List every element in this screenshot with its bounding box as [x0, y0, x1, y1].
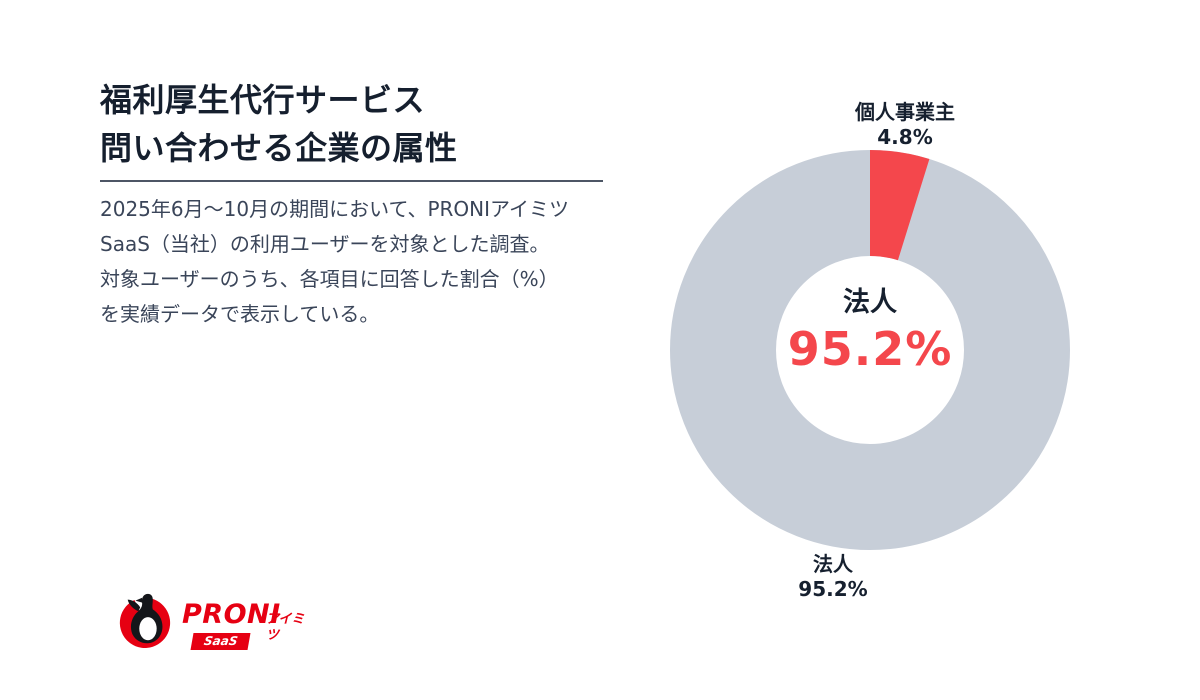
label-corporation: 法人 95.2% — [733, 552, 933, 602]
label-sole-proprietor-value: 4.8% — [877, 125, 933, 149]
label-corporation-category: 法人 — [813, 552, 853, 576]
label-sole-proprietor: 個人事業主 4.8% — [805, 100, 1005, 150]
label-sole-proprietor-category: 個人事業主 — [855, 100, 955, 124]
page-title: 福利厚生代行サービス 問い合わせる企業の属性 — [100, 76, 458, 172]
proni-logo-subtext: アイミツ — [266, 612, 305, 643]
proni-logo-saas-badge: SaaS — [190, 633, 251, 650]
donut-slice-個人事業主 — [670, 150, 1070, 550]
page-title-line2: 問い合わせる企業の属性 — [100, 129, 458, 167]
survey-description: 2025年6月〜10月の期間において、PRONIアイミツ SaaS（当社）の利用… — [100, 192, 620, 332]
proni-penguin-icon — [119, 593, 171, 648]
page-title-line1: 福利厚生代行サービス — [100, 81, 426, 119]
proni-logo: PRONI アイミツ SaaS — [116, 588, 306, 652]
donut-svg — [670, 150, 1070, 550]
title-divider — [100, 180, 603, 182]
label-corporation-value: 95.2% — [798, 577, 868, 601]
donut-chart: 法人 95.2% — [670, 150, 1070, 550]
survey-description-line4: を実績データで表示している。 — [100, 302, 380, 326]
survey-description-line2: SaaS（当社）の利用ユーザーを対象とした調査。 — [100, 232, 550, 256]
survey-description-line1: 2025年6月〜10月の期間において、PRONIアイミツ — [100, 197, 570, 221]
proni-logo-wordmark: PRONI — [182, 599, 281, 630]
survey-description-line3: 対象ユーザーのうち、各項目に回答した割合（%） — [100, 267, 559, 291]
